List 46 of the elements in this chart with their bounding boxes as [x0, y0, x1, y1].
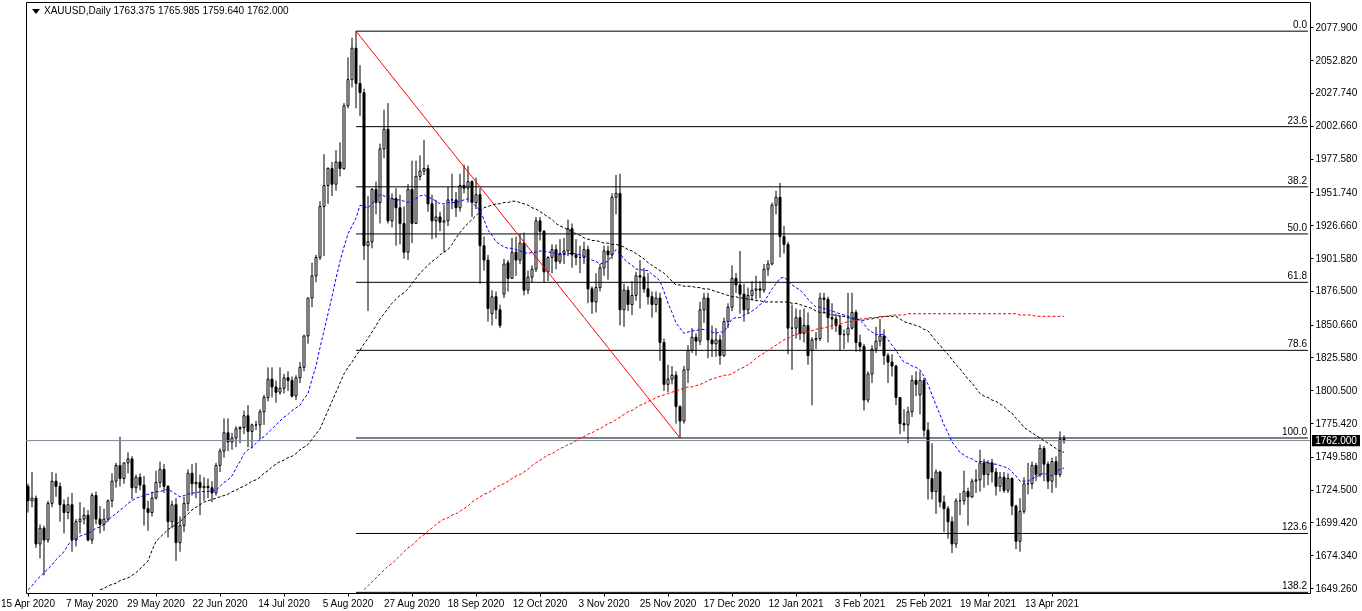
- y-tick-label: 1699.420: [1315, 516, 1358, 528]
- y-tick-label: 1901.580: [1315, 252, 1358, 264]
- ref-line-label: 1762.000: [1315, 434, 1358, 446]
- y-tick-label: 2002.660: [1315, 120, 1358, 132]
- legend-label: 0.0: [1293, 19, 1308, 31]
- y-tick-label: 2052.820: [1315, 54, 1358, 66]
- series-label: 38.2: [1287, 174, 1308, 186]
- y-tick-label: 1724.500: [1315, 484, 1358, 496]
- y-tick-label: 2027.740: [1315, 87, 1358, 99]
- series-label: 100.0: [1281, 425, 1308, 437]
- x-tick-label: 12 Jan 2021: [768, 597, 824, 609]
- y-tick-label: 1674.340: [1315, 549, 1358, 561]
- x-tick-label: 27 Aug 2020: [383, 597, 441, 609]
- x-tick-label: 29 May 2020: [127, 597, 186, 609]
- legend-label: 50.0: [1287, 221, 1308, 233]
- y-tick-label: 1951.740: [1315, 186, 1358, 198]
- x-tick-label: 14 Jul 2020: [258, 597, 311, 609]
- x-tick-label: 13 Apr 2021: [1025, 597, 1080, 609]
- x-tick-label: 25 Feb 2021: [895, 597, 953, 609]
- y-tick-label: 1825.580: [1315, 351, 1358, 363]
- legend-label: 123.6: [1281, 521, 1308, 533]
- x-tick-label: 3 Feb 2021: [834, 597, 886, 609]
- y-tick-label: 1977.580: [1315, 153, 1358, 165]
- x-tick-label: 22 Jun 2020: [192, 597, 248, 609]
- x-tick-label: 19 Mar 2021: [959, 597, 1017, 609]
- x-tick-label: 12 Oct 2020: [512, 597, 568, 609]
- x-tick-label: 7 May 2020: [65, 597, 119, 609]
- y-tick-label: 1850.660: [1315, 319, 1358, 331]
- x-tick-label: 17 Dec 2020: [703, 597, 761, 609]
- x-tick-label: 25 Nov 2020: [639, 597, 697, 609]
- y-tick-label: 1876.500: [1315, 285, 1358, 297]
- legend-label: 23.6: [1287, 114, 1308, 126]
- x-tick-label: 5 Aug 2020: [322, 597, 374, 609]
- x-tick-label: 15 Apr 2020: [1, 597, 56, 609]
- legend-label: 138.2: [1281, 580, 1308, 592]
- y-tick-label: 1649.260: [1315, 582, 1358, 594]
- y-tick-label: 1800.500: [1315, 384, 1358, 396]
- chart-title: XAUUSD,Daily 1763.375 1765.985 1759.640 1762.000: [44, 5, 290, 16]
- y-tick-label: 2077.900: [1315, 21, 1358, 33]
- x-tick-label: 3 Nov 2020: [578, 597, 631, 609]
- y-tick-label: 1926.660: [1315, 219, 1358, 231]
- y-tick-label: 1749.580: [1315, 451, 1358, 463]
- series-label: 61.8: [1287, 270, 1308, 282]
- x-tick-label: 18 Sep 2020: [447, 597, 505, 609]
- y-tick-label: 1775.420: [1315, 417, 1358, 429]
- series-label: 78.6: [1287, 338, 1308, 350]
